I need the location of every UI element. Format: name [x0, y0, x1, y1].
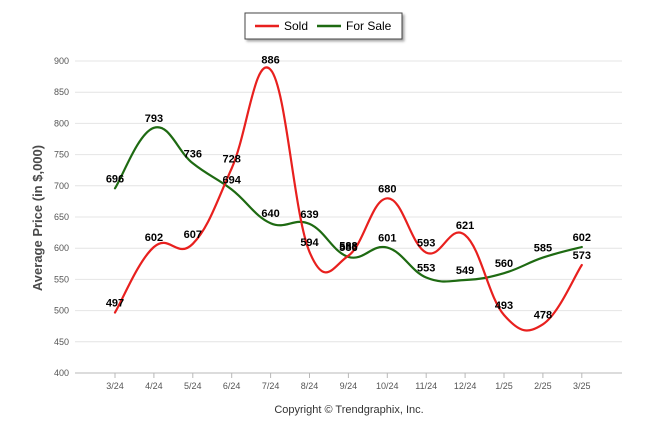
legend-label-for-sale: For Sale — [346, 19, 392, 33]
data-label-for-sale: 586 — [339, 242, 357, 254]
data-label-for-sale: 640 — [261, 208, 279, 220]
x-tick-label: 7/24 — [262, 381, 280, 391]
x-tick-label: 8/24 — [301, 381, 319, 391]
data-label-for-sale: 639 — [300, 209, 318, 221]
x-tick-label: 1/25 — [495, 381, 513, 391]
x-tick-label: 10/24 — [376, 381, 399, 391]
data-label-sold: 497 — [106, 297, 124, 309]
y-tick-label: 400 — [54, 368, 69, 378]
x-tick-label: 3/24 — [106, 381, 124, 391]
data-label-for-sale: 560 — [495, 258, 513, 270]
data-label-sold: 602 — [145, 232, 163, 244]
x-tick-label: 5/24 — [184, 381, 202, 391]
y-axis-ticks: 400 450 500 550 600 650 700 750 800 850 900 — [54, 56, 69, 378]
y-tick-label: 850 — [54, 87, 69, 97]
data-label-sold: 886 — [261, 55, 279, 67]
data-label-sold: 573 — [573, 250, 591, 262]
y-axis-title: Average Price (in $,000) — [30, 145, 45, 291]
y-tick-label: 450 — [54, 337, 69, 347]
legend-label-sold: Sold — [284, 19, 308, 33]
data-label-for-sale: 549 — [456, 265, 474, 277]
x-tick-label: 4/24 — [145, 381, 163, 391]
data-label-for-sale: 736 — [184, 148, 202, 160]
data-label-sold: 621 — [456, 220, 474, 232]
y-tick-label: 650 — [54, 212, 69, 222]
data-label-sold: 478 — [534, 309, 552, 321]
y-tick-label: 600 — [54, 243, 69, 253]
data-label-sold: 588 — [339, 241, 357, 253]
x-tick-label: 6/24 — [223, 381, 241, 391]
y-tick-label: 750 — [54, 150, 69, 160]
x-tick-label: 2/25 — [534, 381, 552, 391]
data-label-sold: 594 — [300, 237, 319, 249]
x-tick-label: 9/24 — [340, 381, 358, 391]
data-label-for-sale: 601 — [378, 233, 396, 245]
data-labels: 497 602 607 728 886 594 588 680 593 621 493 478 573 6… — [106, 55, 591, 322]
data-label-for-sale: 694 — [223, 175, 242, 187]
data-label-for-sale: 585 — [534, 243, 552, 255]
data-label-sold: 493 — [495, 300, 513, 312]
x-tick-label: 3/25 — [573, 381, 591, 391]
y-tick-label: 550 — [54, 274, 69, 284]
series-lines — [113, 66, 583, 332]
data-label-sold: 607 — [184, 229, 202, 241]
y-tick-label: 500 — [54, 306, 69, 316]
grid-lines — [75, 60, 622, 374]
data-label-sold: 680 — [378, 183, 396, 195]
x-axis-ticks: 3/24 4/24 5/24 6/24 7/24 8/24 9/24 10/24 11/24 12… — [106, 373, 591, 391]
data-label-sold: 728 — [223, 153, 241, 165]
series-line-sold — [113, 66, 583, 332]
y-tick-label: 900 — [54, 56, 69, 66]
y-tick-label: 800 — [54, 118, 69, 128]
legend[interactable]: Sold For Sale — [244, 12, 403, 40]
x-tick-label: 12/24 — [454, 381, 477, 391]
x-tick-label: 11/24 — [415, 381, 437, 391]
copyright-footer: Copyright © Trendgraphix, Inc. — [274, 404, 423, 416]
data-label-for-sale: 553 — [417, 263, 435, 275]
data-label-for-sale: 793 — [145, 113, 163, 125]
data-label-for-sale: 602 — [573, 232, 591, 244]
y-tick-label: 700 — [54, 181, 69, 191]
data-label-sold: 593 — [417, 238, 435, 250]
data-label-for-sale: 696 — [106, 173, 124, 185]
